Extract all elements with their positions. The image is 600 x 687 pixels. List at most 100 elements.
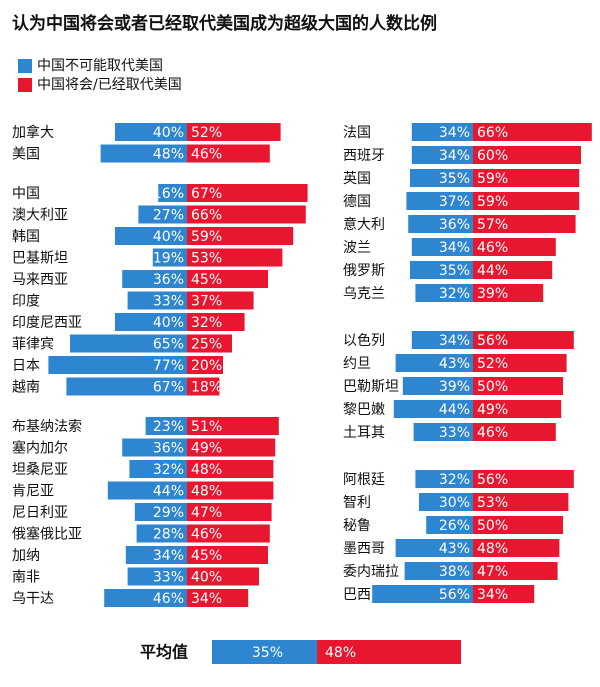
bar	[406, 192, 473, 210]
value-label: 32%	[153, 462, 184, 478]
value-label: 53%	[191, 251, 222, 267]
category-label: 墨西哥	[343, 541, 385, 557]
category-label: 中国	[12, 186, 40, 202]
bar	[187, 567, 259, 586]
category-label: 黎巴嫩	[343, 402, 385, 418]
bar	[473, 331, 574, 349]
bar	[129, 460, 187, 478]
bar	[402, 377, 473, 395]
bar	[395, 354, 473, 372]
bar	[393, 400, 473, 418]
bar	[473, 169, 580, 187]
value-label: 37%	[191, 294, 222, 310]
bar	[187, 123, 281, 141]
value-label: 59%	[477, 171, 508, 187]
category-label: 委内瑞拉	[343, 564, 399, 580]
value-label: 77%	[153, 358, 184, 374]
value-label: 20%	[191, 358, 222, 374]
bar	[473, 261, 553, 279]
category-label: 肯尼亚	[12, 484, 54, 500]
bar	[115, 313, 187, 331]
category-label: 尼日利亚	[12, 505, 68, 521]
value-label: 37%	[439, 194, 470, 210]
value-label: 28%	[153, 527, 184, 543]
value-label: 52%	[477, 356, 508, 372]
bar	[411, 146, 473, 164]
bar	[473, 400, 562, 418]
bar	[122, 270, 187, 288]
value-label: 47%	[191, 505, 222, 521]
bar	[187, 356, 223, 374]
value-label: 44%	[477, 263, 508, 279]
bar	[426, 516, 473, 534]
category-label: 英国	[343, 170, 371, 187]
value-label: 39%	[439, 379, 470, 395]
category-label: 日本	[12, 358, 40, 374]
legend-label: 中国将会/已经取代美国	[37, 77, 182, 93]
value-label: 35%	[439, 171, 470, 187]
value-label: 52%	[191, 125, 222, 141]
category-label: 以色列	[343, 332, 385, 349]
bar	[66, 377, 187, 396]
bar	[187, 377, 220, 396]
category-label: 约旦	[343, 356, 371, 372]
category-label: 巴勒斯坦	[343, 379, 399, 395]
bar	[187, 503, 272, 521]
value-label: 40%	[153, 229, 184, 245]
bar	[411, 238, 473, 256]
value-label: 39%	[477, 286, 508, 302]
value-label: 18%	[191, 380, 222, 396]
bar	[473, 562, 558, 580]
category-label: 南非	[12, 570, 40, 586]
value-label: 29%	[153, 505, 184, 521]
bar	[411, 123, 473, 141]
bar	[115, 123, 187, 141]
value-label: 34%	[153, 548, 184, 564]
bar	[473, 238, 556, 256]
chart-title: 认为中国将会或者已经取代美国成为超级大国的人数比例	[12, 13, 437, 34]
value-label: 65%	[153, 337, 184, 353]
bar	[473, 493, 569, 511]
category-label: 马来西亚	[12, 272, 68, 288]
bar	[136, 524, 187, 543]
value-label: 38%	[439, 564, 470, 580]
value-label: 48%	[477, 541, 508, 557]
value-label: 36%	[439, 217, 470, 233]
bar	[134, 503, 187, 521]
value-label: 25%	[191, 337, 222, 353]
category-label: 加纳	[12, 548, 40, 564]
bar	[413, 423, 473, 441]
value-label: 19%	[153, 251, 184, 267]
category-label: 印度	[12, 294, 40, 310]
average-bar	[212, 640, 317, 664]
category-label: 西班牙	[343, 148, 385, 164]
bar	[415, 284, 473, 302]
bar	[187, 313, 245, 331]
bar	[473, 470, 574, 488]
value-label: 48%	[191, 484, 222, 500]
value-label: 48%	[191, 462, 222, 478]
legend-swatch	[18, 59, 32, 73]
bar	[187, 460, 274, 478]
bar	[187, 248, 283, 267]
category-label: 印度尼西亚	[12, 315, 82, 331]
value-label: 40%	[191, 570, 222, 586]
bar	[187, 227, 294, 245]
category-label: 秘鲁	[343, 518, 371, 534]
value-label: 50%	[477, 379, 508, 395]
value-label: 45%	[191, 548, 222, 564]
value-label: 36%	[153, 441, 184, 457]
bar	[395, 539, 473, 557]
value-label: 56%	[477, 333, 508, 349]
bar	[473, 215, 576, 233]
bar	[125, 546, 187, 564]
value-label: 34%	[439, 148, 470, 164]
value-label: 34%	[191, 591, 222, 607]
value-label: 67%	[153, 380, 184, 396]
category-label: 加拿大	[12, 124, 54, 141]
value-label: 26%	[439, 518, 470, 534]
bar	[408, 215, 473, 233]
category-label: 阿根廷	[343, 472, 385, 488]
value-label: 66%	[191, 208, 222, 224]
bar	[138, 205, 187, 224]
